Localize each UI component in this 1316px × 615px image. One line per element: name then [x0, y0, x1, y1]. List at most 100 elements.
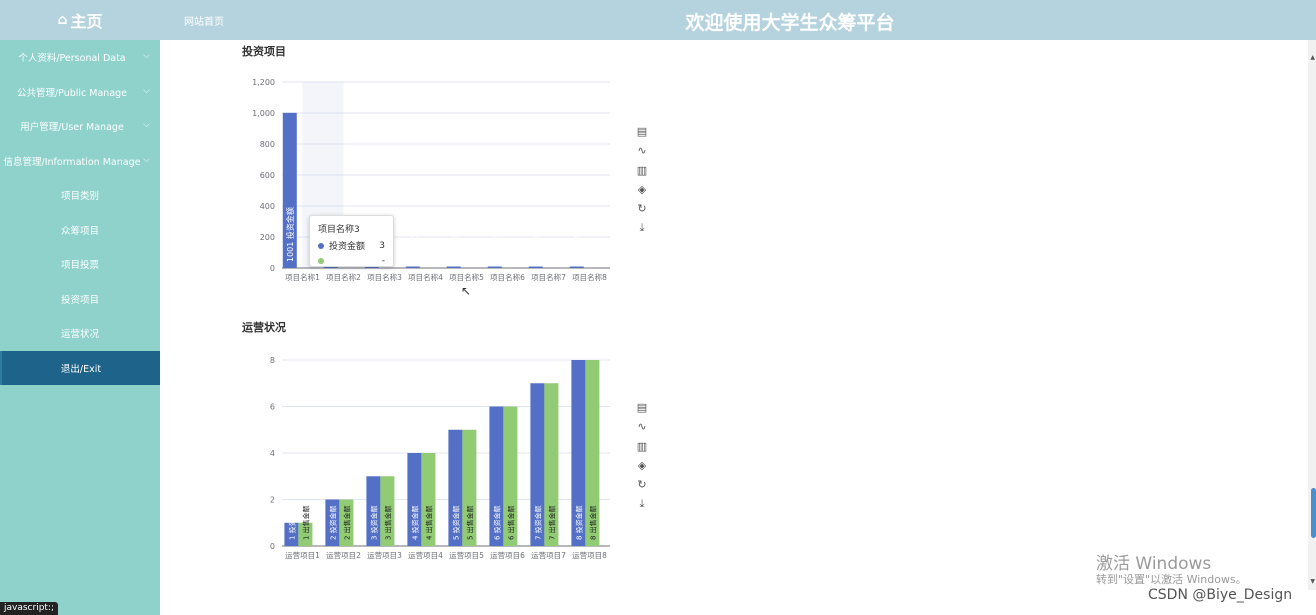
- bar-data-label: 5 投资金额: [451, 505, 460, 540]
- bar-data-label: 4 出售金额: [424, 505, 433, 540]
- y-tick-label: 1,000: [252, 109, 275, 118]
- download-icon[interactable]: ⤓: [639, 221, 645, 235]
- bar[interactable]: [585, 360, 600, 546]
- sidebar: 个人资料/Personal Data ⌵ 公共管理/Public Manage ⌵ 用户…: [0, 40, 160, 615]
- bar[interactable]: [448, 429, 463, 546]
- site-home-link[interactable]: 网站首页: [184, 17, 224, 28]
- line-chart-icon[interactable]: ∿: [637, 144, 647, 158]
- bar-data-label: 8 投资金额: [572, 222, 582, 262]
- sidebar-item-label: 公共管理/Public Manage: [16, 87, 128, 99]
- x-tick-label: 项目名称6: [490, 272, 525, 282]
- bar-data-label: 6 出售金额: [506, 505, 515, 540]
- sidebar-item[interactable]: 用户管理/User Manage ⌵: [0, 109, 160, 144]
- tooltip-row: -: [318, 256, 385, 266]
- sidebar-item[interactable]: 项目类别: [0, 178, 160, 213]
- mouse-cursor-icon: ↖: [461, 284, 472, 298]
- bar[interactable]: [380, 476, 395, 546]
- line-chart-icon[interactable]: ∿: [637, 420, 647, 434]
- bar[interactable]: [528, 266, 543, 269]
- bar[interactable]: [544, 383, 559, 546]
- sidebar-item-label: 用户管理/User Manage: [20, 122, 124, 134]
- bar-data-label: 3 投资金额: [369, 505, 378, 540]
- bar-data-label: 1 出售金额: [301, 505, 310, 540]
- sidebar-item[interactable]: 退出/Exit: [0, 350, 160, 385]
- x-tick-label: 项目名称2: [326, 272, 361, 282]
- bar[interactable]: [366, 476, 381, 546]
- x-tick-label: 运营项目4: [408, 550, 443, 560]
- bar[interactable]: [421, 453, 436, 546]
- section-title-operation: 运营状况: [242, 321, 286, 334]
- bar-data-label: 8 出售金额: [588, 505, 597, 540]
- bar[interactable]: [407, 453, 422, 546]
- scroll-up-icon[interactable]: ▲: [1310, 54, 1315, 61]
- sidebar-item[interactable]: 投资项目: [0, 282, 160, 317]
- tooltip-series-label: 投资金额: [329, 242, 366, 252]
- bar[interactable]: [530, 383, 545, 546]
- chevron-down-icon: ⌵: [143, 51, 150, 61]
- bar-data-label: 4 投资金额: [410, 505, 419, 540]
- data-view-icon[interactable]: ▤: [636, 125, 648, 138]
- bar-data-label: 5 出售金额: [465, 505, 474, 540]
- chevron-down-icon: ⌵: [143, 120, 150, 130]
- x-tick-label: 项目名称1: [285, 272, 320, 282]
- sidebar-item-label: 运营状况: [60, 329, 99, 341]
- bar-data-label: 1 投资金额: [287, 505, 296, 540]
- chart-toolbox-investment: ▤ ∿ ▥ ◈ ↻ ⤓: [635, 122, 649, 238]
- bar-data-label: 6 投资金额: [492, 505, 501, 540]
- bar[interactable]: [446, 266, 461, 269]
- download-icon[interactable]: ⤓: [639, 497, 645, 511]
- y-tick-label: 800: [260, 140, 275, 149]
- stack-icon[interactable]: ◈: [637, 182, 647, 196]
- status-url-tip: javascript:;: [0, 602, 59, 615]
- sidebar-item[interactable]: 项目投票: [0, 247, 160, 282]
- sidebar-item-label: 投资项目: [60, 294, 99, 306]
- bar[interactable]: [364, 266, 379, 269]
- series-color-dot: [318, 242, 324, 249]
- bar-data-label: 7 投资金额: [533, 505, 542, 540]
- x-tick-label: 运营项目3: [367, 550, 402, 560]
- bar[interactable]: [323, 266, 338, 269]
- bar-chart-icon[interactable]: ▥: [636, 439, 648, 453]
- stack-icon[interactable]: ◈: [637, 458, 647, 472]
- bar-data-label: 8 投资金额: [574, 505, 583, 540]
- bar-chart-icon[interactable]: ▥: [636, 163, 648, 177]
- sidebar-item[interactable]: 公共管理/Public Manage ⌵: [0, 75, 160, 110]
- scroll-thumb[interactable]: [1311, 488, 1316, 538]
- sidebar-item[interactable]: 运营状况: [0, 316, 160, 351]
- sidebar-item-label: 项目投票: [60, 260, 99, 272]
- page-scrollbar[interactable]: [1308, 40, 1316, 590]
- bar[interactable]: [405, 266, 420, 269]
- bar-data-label: 7 投资金额: [531, 222, 541, 262]
- bar[interactable]: [462, 429, 477, 546]
- restore-icon[interactable]: ↻: [637, 202, 647, 216]
- bar[interactable]: [298, 522, 313, 546]
- x-tick-label: 项目名称8: [572, 272, 607, 282]
- bar[interactable]: [503, 406, 518, 547]
- brand-label: 主页: [70, 12, 103, 31]
- home-icon: ⌂: [57, 12, 68, 28]
- sidebar-item-label: 项目类别: [60, 191, 99, 203]
- bar[interactable]: [284, 522, 299, 546]
- data-view-icon[interactable]: ▤: [636, 401, 648, 414]
- tooltip-row: 投资金额 3: [318, 239, 385, 252]
- bar[interactable]: [569, 266, 584, 269]
- bar[interactable]: [325, 499, 340, 547]
- sidebar-item[interactable]: 个人资料/Personal Data ⌵: [0, 40, 160, 75]
- x-tick-label: 运营项目5: [449, 550, 484, 560]
- restore-icon[interactable]: ↻: [637, 478, 647, 492]
- scroll-down-icon[interactable]: ▼: [1310, 578, 1315, 585]
- x-tick-label: 项目名称4: [408, 272, 443, 282]
- sidebar-item[interactable]: 信息管理/Information Manage ⌵: [0, 144, 160, 179]
- bar[interactable]: [339, 499, 354, 547]
- sidebar-item[interactable]: 众筹项目: [0, 213, 160, 248]
- bar[interactable]: [487, 266, 502, 269]
- activation-watermark-title: 激活 Windows: [1096, 554, 1212, 574]
- bar[interactable]: [489, 406, 504, 547]
- sidebar-item-label: 众筹项目: [60, 225, 99, 237]
- section-title-investment: 投资项目: [242, 45, 286, 58]
- series-color-dot: [318, 258, 324, 264]
- tooltip-series-value: -: [381, 256, 385, 266]
- bar[interactable]: [571, 360, 586, 546]
- brand-home-link[interactable]: ⌂ 主页: [0, 0, 160, 40]
- bar[interactable]: [282, 112, 297, 268]
